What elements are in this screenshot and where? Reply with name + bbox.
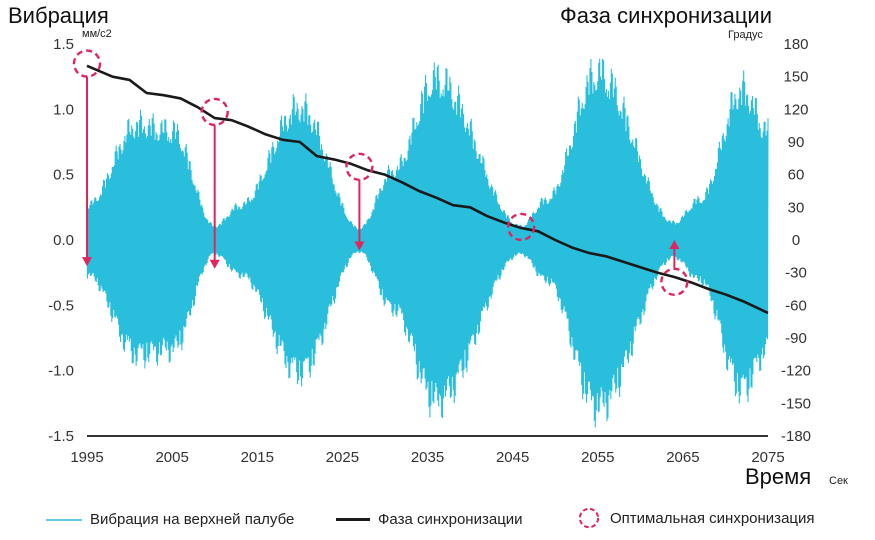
x-tick-label: 2035 — [411, 449, 444, 466]
left-axis-title: Вибрация — [8, 3, 109, 28]
legend-item-optimal: Оптимальная синхронизация — [578, 507, 815, 529]
phase-series — [86, 64, 769, 315]
legend: Вибрация на верхней палубе Фаза синхрони… — [0, 505, 875, 539]
x-tick-label: 2015 — [241, 449, 274, 466]
right-tick-label: -60 — [785, 297, 807, 314]
left-tick-label: 0.5 — [53, 167, 74, 184]
left-tick-label: -0.5 — [48, 297, 74, 314]
legend-swatch-phase — [336, 518, 370, 521]
right-tick-label: -180 — [781, 428, 811, 445]
x-tick-label: 2005 — [155, 449, 188, 466]
right-tick-label: -90 — [785, 330, 807, 347]
right-axis-ticks: 180 150 120 90 60 30 0 -30 -60 -90 -120 -150 -180 — [781, 36, 811, 445]
x-tick-label: 1995 — [70, 449, 103, 466]
optimal-sync-arrowhead — [209, 259, 220, 269]
optimal-sync-arrowhead — [82, 257, 92, 267]
chart: Вибрация мм/с2 Фаза синхронизации Градус… — [8, 3, 848, 489]
left-tick-label: 1.0 — [53, 101, 74, 118]
right-tick-label: 180 — [783, 36, 808, 53]
legend-item-phase: Фаза синхронизации — [336, 511, 523, 528]
left-tick-label: 1.5 — [53, 36, 74, 53]
right-tick-label: 120 — [783, 101, 808, 118]
optimal-sync-marker — [72, 49, 102, 78]
vibration-series — [86, 58, 769, 428]
right-axis-unit: Градус — [728, 29, 763, 41]
right-tick-label: 30 — [788, 199, 805, 216]
right-tick-label: 0 — [792, 232, 800, 249]
vibration-line — [86, 58, 769, 428]
x-tick-label: 2075 — [751, 449, 784, 466]
legend-label-optimal: Оптимальная синхронизация — [610, 509, 815, 527]
right-tick-label: -120 — [781, 363, 811, 380]
x-tick-label: 2055 — [581, 449, 614, 466]
legend-swatch-optimal — [578, 507, 600, 529]
x-axis-ticks: 1995 2005 2015 2025 2035 2045 2055 2065 2075 — [70, 449, 784, 466]
left-tick-label: -1.5 — [48, 428, 74, 445]
right-tick-label: -30 — [785, 265, 807, 282]
right-tick-label: 150 — [783, 69, 808, 86]
x-tick-label: 2045 — [496, 449, 529, 466]
x-tick-label: 2025 — [326, 449, 359, 466]
optimal-sync-annotations — [72, 49, 689, 297]
phase-line — [86, 64, 769, 315]
optimal-sync-arrowhead — [669, 240, 680, 249]
legend-label-vibration: Вибрация на верхней палубе — [90, 511, 295, 528]
right-axis-title: Фаза синхронизации — [560, 3, 772, 28]
x-tick-label: 2065 — [666, 449, 699, 466]
left-tick-label: 0.0 — [53, 232, 74, 249]
left-axis-ticks: 1.5 1.0 0.5 0.0 -0.5 -1.0 -1.5 — [48, 36, 74, 445]
x-axis-title: Время — [745, 464, 811, 489]
right-tick-label: 90 — [788, 134, 805, 151]
right-tick-label: 60 — [788, 167, 805, 184]
legend-label-phase: Фаза синхронизации — [378, 511, 523, 528]
right-tick-label: -150 — [781, 395, 811, 412]
optimal-sync-marker — [506, 212, 536, 242]
optimal-sync-marker — [660, 267, 689, 297]
left-tick-label: -1.0 — [48, 363, 74, 380]
x-axis-unit: Сек — [829, 475, 848, 487]
legend-item-vibration: Вибрация на верхней палубе — [46, 511, 294, 528]
optimal-sync-arrowhead — [354, 241, 365, 251]
legend-swatch-vibration — [46, 518, 82, 521]
left-axis-unit: мм/с2 — [82, 28, 112, 40]
